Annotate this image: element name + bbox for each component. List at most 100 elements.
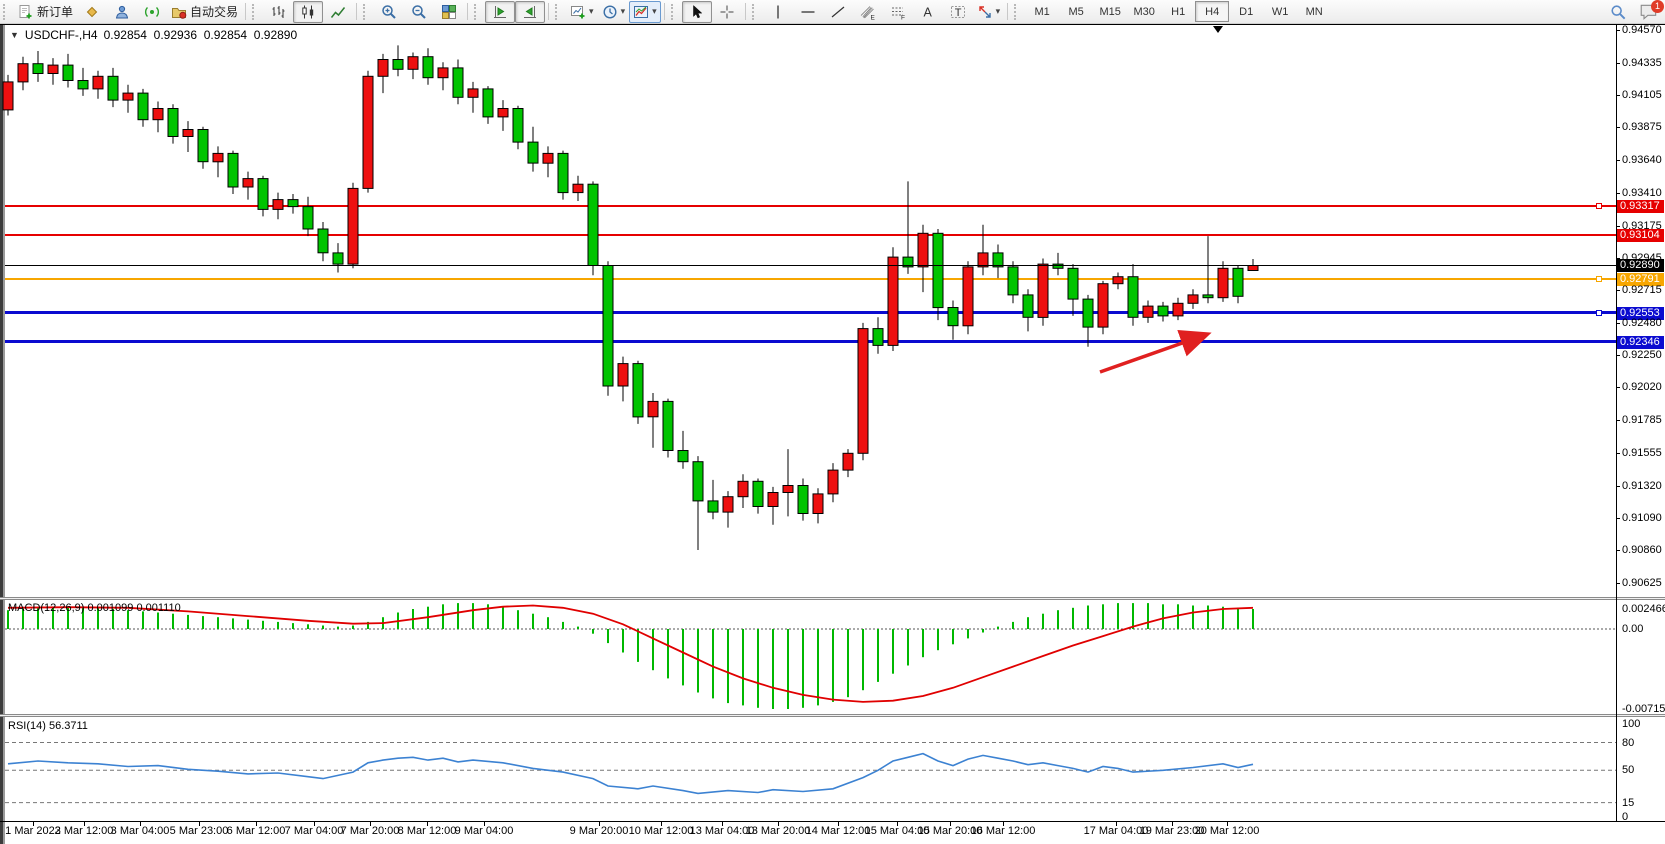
red-arrow-annotation[interactable] [1099,329,1212,374]
candle-down [32,63,44,75]
svg-text:A: A [923,5,932,19]
candle-up [617,363,629,387]
period-button[interactable]: ▾ [598,1,630,23]
line-handle[interactable] [1596,309,1602,316]
timeframe-m5-button[interactable]: M5 [1068,5,1084,18]
crosshair-button[interactable] [712,1,742,23]
timeframe-w1-button[interactable]: W1 [1271,5,1289,18]
toolbar-grip[interactable] [670,3,678,20]
time-axis-label: 14 Mar 12:00 [805,825,871,837]
fibonacci-button[interactable]: F [883,1,913,23]
main-macd-splitter[interactable] [0,597,1665,600]
new-chart-button[interactable]: ▾ [566,1,598,23]
price-level-badge: 0.92346 [1617,335,1664,349]
price-tick [1616,549,1620,551]
time-tick [33,821,34,826]
candle-down [692,461,704,502]
timeframe-h1-button[interactable]: H1 [1171,5,1186,18]
time-tick [370,821,371,826]
toolbar-grip[interactable] [751,3,759,20]
text-button[interactable]: A [913,1,943,23]
tile-windows-button[interactable] [434,1,464,23]
candle-up [842,452,854,471]
auto-trading-button[interactable]: 自动交易 [167,1,242,23]
notifications-button[interactable]: 1 [1639,0,1664,22]
time-tick [838,821,839,826]
trendline-button[interactable] [823,1,853,23]
zoom-out-button[interactable] [404,1,434,23]
chevron-down-icon[interactable]: ▾ [620,6,626,16]
rsi-axis-label: 80 [1622,736,1635,749]
timeframe-mn-button[interactable]: MN [1305,5,1323,18]
macd-label: MACD(12,26,9) 0.001099 0.001110 [8,602,181,614]
candle-down [527,141,539,164]
price-tick-label: 0.91090 [1622,511,1662,524]
price-tick-label: 0.93640 [1622,154,1662,167]
signal-button[interactable] [137,1,167,23]
zoom-in-button[interactable] [374,1,404,23]
toolbar-grip[interactable] [252,3,259,20]
line-handle[interactable] [1596,276,1602,283]
collapse-triangle-icon[interactable]: ▼ [10,30,19,40]
timeframe-m30-button[interactable]: M30 [1133,5,1155,18]
timeframe-m15-button[interactable]: M15 [1099,5,1121,18]
price-tick-label: 0.93175 [1622,219,1662,232]
candle-up [467,88,479,98]
candle-down [227,152,239,188]
bar-chart-button[interactable] [263,1,293,23]
candle-up [1037,263,1049,318]
macd-axis-label: 0.00 [1622,623,1644,635]
price-tick [1616,127,1620,129]
price-level-badge: 0.92553 [1617,306,1664,320]
time-tick [140,821,141,826]
line-chart-button[interactable] [323,1,353,23]
gold-diamond-button[interactable] [77,1,107,23]
chevron-down-icon[interactable]: ▾ [995,6,1001,16]
toolbar-grip[interactable] [1014,3,1021,20]
price-tick-label: 0.92945 [1622,251,1662,264]
toolbar-grip[interactable] [363,3,370,20]
price-tick [1616,95,1620,97]
new-order-button[interactable]: 新订单 [14,1,77,23]
cursor-button[interactable] [681,0,712,23]
support-resistance-line[interactable] [5,234,1616,237]
timeframe-h4-button[interactable]: H4 [1195,1,1230,22]
chevron-down-icon[interactable]: ▾ [652,6,657,16]
chart-shift-button[interactable] [515,0,546,23]
candle-down [512,108,524,143]
bid-price-line [5,265,1616,267]
hline-button[interactable] [793,1,823,23]
support-resistance-line[interactable] [5,340,1616,344]
chevron-down-icon[interactable]: ▾ [589,6,594,16]
search-icon[interactable] [1603,1,1633,23]
candle-up [2,81,14,111]
toolbar-grip[interactable] [474,3,481,20]
candlestick-button[interactable] [293,0,324,23]
toolbar-grip[interactable] [555,3,562,20]
support-resistance-line[interactable] [5,204,1616,207]
time-tick [1172,821,1173,826]
timeframe-m1-button[interactable]: M1 [1034,5,1050,18]
user-button[interactable] [107,1,137,23]
toolbar-right: 1 [1603,0,1664,24]
vline-button[interactable] [763,1,793,23]
support-resistance-line[interactable] [5,278,1616,281]
channel-button[interactable]: E [853,1,883,23]
arrows-button[interactable]: ▾ [973,1,1005,23]
timeframe-d1-button[interactable]: D1 [1239,5,1254,18]
macd-rsi-splitter[interactable] [0,714,1665,717]
price-tick [1616,420,1620,422]
time-axis-label: 3 Mar 04:00 [110,825,170,837]
time-axis-label: 15 Mar 04:00 [864,825,930,837]
line-handle[interactable] [1596,202,1602,209]
auto-scroll-button[interactable] [485,0,516,23]
rsi-axis-label: 50 [1622,764,1635,777]
label-button[interactable]: T [943,1,973,23]
chart-shift-marker[interactable] [1213,26,1223,33]
chart-area[interactable]: 0.93317 0.93104 0.92791 0.92553 0.92346 0.92… [0,24,1665,844]
template-button[interactable]: ▾ [629,0,661,23]
chart-title[interactable]: ▼ USDCHF-,H4 0.92854 0.92936 0.92854 0.9… [10,28,297,42]
support-resistance-line[interactable] [5,311,1616,315]
toolbar-grip[interactable] [3,3,10,20]
candle-down [317,228,329,254]
